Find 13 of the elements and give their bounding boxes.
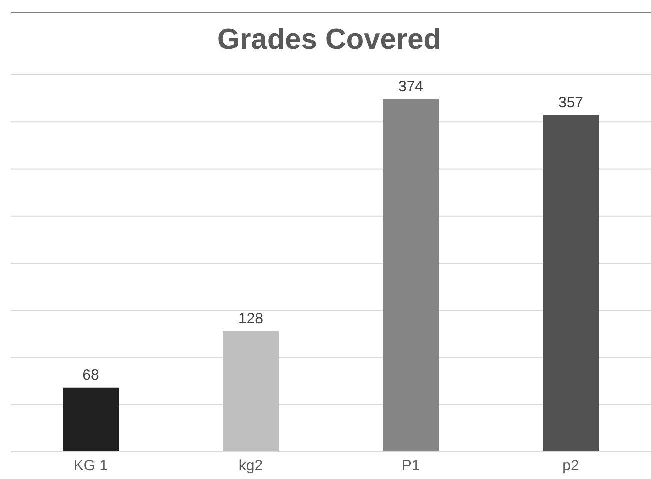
chart-title: Grades Covered [216,24,443,57]
bar [63,388,119,452]
x-tick-label: KG 1 [74,458,108,475]
bar [543,116,599,452]
data-label: 357 [558,94,584,112]
bar [383,100,439,452]
data-label: 128 [238,310,264,328]
data-label: 374 [398,78,424,96]
x-tick-label: p2 [562,458,580,475]
bar [223,331,279,452]
x-tick-label: P1 [402,458,420,475]
data-label: 68 [82,366,100,384]
x-tick-label: kg2 [238,458,264,475]
